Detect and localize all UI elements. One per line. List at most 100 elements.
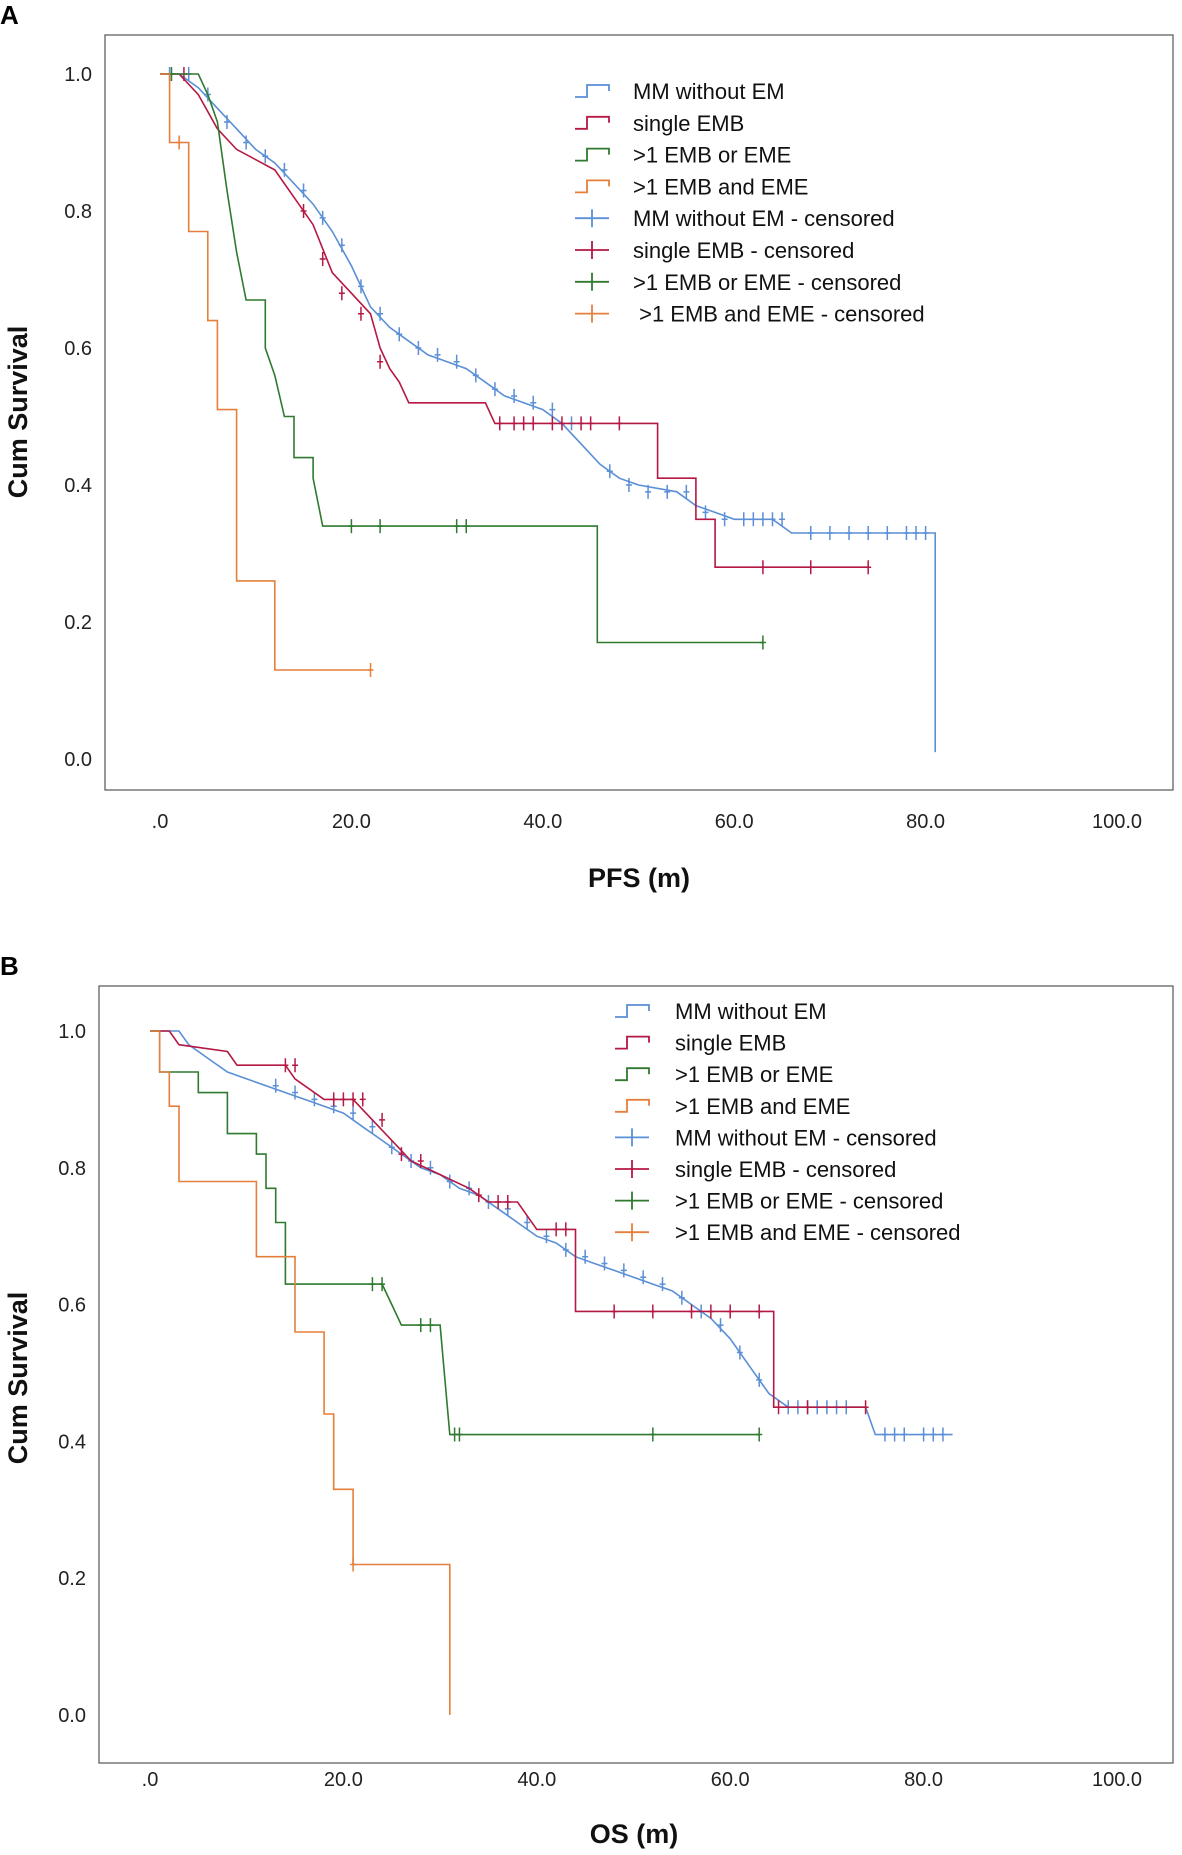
panel-b-censor-mark-mm-without-em — [543, 1229, 550, 1244]
panel-b-y-axis-title: Cum Survival — [3, 1292, 33, 1465]
panel-a-censor-mark-1-emb-or-eme — [463, 519, 470, 534]
panel-b-censor-mark-1-emb-and-eme — [350, 1557, 357, 1572]
panel-b-censor-mark-single-emb — [553, 1222, 560, 1237]
panel-b-censor-mark-mm-without-em — [640, 1270, 647, 1285]
panel-b-y-tick-label: 0.6 — [58, 1295, 86, 1317]
panel-a-censor-mark-single-emb — [377, 354, 384, 369]
panel-a-censor-mark-mm-without-em — [865, 525, 872, 540]
panel-b-censor-mark-1-emb-or-eme — [417, 1318, 424, 1333]
panel-b-censor-mark-single-emb — [804, 1400, 811, 1415]
panel-b-censor-mark-mm-without-em — [427, 1160, 434, 1175]
legend-line-icon — [575, 179, 610, 194]
panel-a-y-tick-label: 0.8 — [64, 201, 92, 223]
panel-a-censor-mark-single-emb — [520, 416, 527, 431]
panel-b-legend-label: >1 EMB or EME — [675, 1062, 833, 1087]
panel-a-censor-mark-mm-without-em — [338, 238, 345, 253]
panel-b-censor-mark-mm-without-em — [562, 1242, 569, 1257]
panel-b-censor-mark-mm-without-em — [620, 1263, 627, 1278]
panel-b-censor-mark-single-emb — [707, 1304, 714, 1319]
legend-line-icon — [575, 84, 610, 98]
panel-b-censor-mark-mm-without-em — [350, 1106, 357, 1121]
panel-b-censor-mark-single-emb — [862, 1400, 869, 1415]
panel-a-censor-mark-single-emb — [496, 416, 503, 431]
panel-b-y-tick-label: 0.4 — [58, 1431, 86, 1453]
panel-b-censor-mark-mm-without-em — [582, 1249, 589, 1264]
panel-a-censor-mark-mm-without-em — [645, 484, 652, 499]
panel-a-x-tick-label: 100.0 — [1092, 811, 1142, 833]
panel-a-x-axis-title: PFS (m) — [588, 863, 690, 893]
panel-b-censor-mark-1-emb-or-eme — [649, 1427, 656, 1442]
panel-a-censor-mark-mm-without-em — [491, 382, 498, 397]
panel-a-legend-label: >1 EMB and EME — [633, 174, 808, 199]
panel-a-legend-label: >1 EMB and EME - censored — [633, 302, 925, 327]
panel-a-censor-mark-mm-without-em — [415, 341, 422, 355]
panel-a-censor-mark-single-emb — [558, 416, 565, 431]
panel-a-censor-mark-mm-without-em — [606, 464, 613, 479]
panel-b-censor-mark-mm-without-em — [292, 1085, 299, 1100]
panel-b-censor-mark-mm-without-em — [881, 1427, 888, 1442]
panel-a-legend-label: >1 EMB or EME - censored — [633, 270, 901, 295]
panel-b-legend-label: MM without EM — [675, 999, 827, 1024]
panel-a-censor-mark-mm-without-em — [549, 402, 556, 417]
panel-b-censor-mark-mm-without-em — [446, 1174, 453, 1189]
panel-b-legend-label: single EMB - censored — [675, 1157, 896, 1182]
panel-b-censor-mark-single-emb — [350, 1092, 357, 1107]
panel-b-censor-mark-single-emb — [756, 1304, 763, 1319]
panel-a-censor-mark-single-emb — [338, 286, 345, 301]
panel-a-censor-mark-mm-without-em — [664, 484, 671, 499]
panel-a-curve-1-emb-and-eme — [160, 73, 371, 671]
panel-b-x-tick-label: .0 — [142, 1769, 159, 1791]
panel-b-censor-mark-mm-without-em — [272, 1078, 279, 1093]
panel-a-censor-mark-mm-without-em — [846, 525, 853, 540]
panel-b-y-tick-label: 0.0 — [58, 1705, 86, 1727]
panel-b-curves — [150, 1030, 953, 1715]
panel-b-legend: MM without EM single EMB >1 EMB or EME >1 E… — [615, 999, 961, 1245]
panel-b-y-tick-label: 0.8 — [58, 1158, 86, 1180]
panel-a-ticks: .0 20.0 40.0 60.0 80.0 100.0 0.0 0.2 0.4 0.6 0.8 1.… — [64, 64, 1142, 833]
panel-b-censor-mark-mm-without-em — [901, 1427, 908, 1442]
panel-b-censor-mark-mm-without-em — [524, 1215, 531, 1230]
panel-a-curve-1-emb-or-eme — [160, 73, 763, 644]
legend-censor-icon — [575, 272, 609, 291]
panel-a: A .0 20.0 40.0 60.0 80.0 100.0 0.0 0.2 0.4 0.6 0.8… — [0, 0, 1174, 893]
panel-a-label: A — [0, 0, 19, 30]
panel-a-legend-label: single EMB - censored — [633, 238, 854, 263]
panel-b-censor-mark-mm-without-em — [388, 1140, 395, 1155]
panel-a-censor-mark-mm-without-em — [319, 210, 326, 225]
panel-a-x-tick-label: 40.0 — [523, 811, 562, 833]
panel-a-censor-mark-mm-without-em — [683, 484, 690, 499]
panel-b: B .0 20.0 40.0 60.0 80.0 100.0 0.0 0.2 0.4 0.6 0.8… — [0, 951, 1174, 1849]
panel-b-legend-label: >1 EMB or EME - censored — [675, 1189, 943, 1214]
panel-a-censor-mark-single-emb — [759, 560, 766, 575]
panel-b-censor-mark-1-emb-or-eme — [369, 1277, 376, 1292]
panel-a-censor-mark-mm-without-em — [223, 114, 230, 129]
panel-a-censor-mark-mm-without-em — [453, 354, 460, 369]
panel-a-plot-frame — [104, 34, 1174, 791]
panel-a-censor-mark-1-emb-or-eme — [348, 519, 355, 534]
panel-b-censor-mark-mm-without-em — [756, 1372, 763, 1387]
panel-b-censor-mark-single-emb — [475, 1188, 482, 1203]
panel-b-x-tick-label: 20.0 — [324, 1769, 363, 1791]
panel-b-censor-mark-mm-without-em — [891, 1427, 898, 1442]
panel-b-x-tick-label: 80.0 — [904, 1769, 943, 1791]
panel-a-legend-label: MM without EM — [633, 79, 785, 104]
panel-b-censor-mark-single-emb — [727, 1304, 734, 1319]
panel-b-censor-mark-1-emb-or-eme — [427, 1318, 434, 1333]
panel-a-y-tick-label: 0.4 — [64, 475, 92, 497]
panel-b-censor-mark-single-emb — [417, 1153, 424, 1168]
panel-a-y-tick-label: 1.0 — [64, 64, 92, 86]
panel-b-legend-label: single EMB — [675, 1031, 786, 1056]
panel-a-censor-mark-mm-without-em — [750, 512, 757, 527]
panel-a-censor-mark-mm-without-em — [625, 478, 632, 492]
legend-line-icon — [575, 147, 610, 162]
panel-b-censor-mark-1-emb-or-eme — [756, 1427, 763, 1442]
panel-b-censor-mark-mm-without-em — [736, 1345, 743, 1360]
panel-a-censor-mark-mm-without-em — [702, 505, 709, 520]
panel-b-censor-mark-1-emb-or-eme — [379, 1277, 386, 1292]
panel-b-censor-mark-mm-without-em — [311, 1092, 318, 1107]
panel-a-censor-mark-mm-without-em — [262, 149, 269, 164]
panel-a-censor-mark-mm-without-em — [396, 327, 403, 342]
panel-a-censor-mark-mm-without-em — [922, 525, 929, 540]
panel-a-x-tick-label: 60.0 — [715, 811, 754, 833]
panel-b-censor-mark-mm-without-em — [939, 1427, 946, 1442]
